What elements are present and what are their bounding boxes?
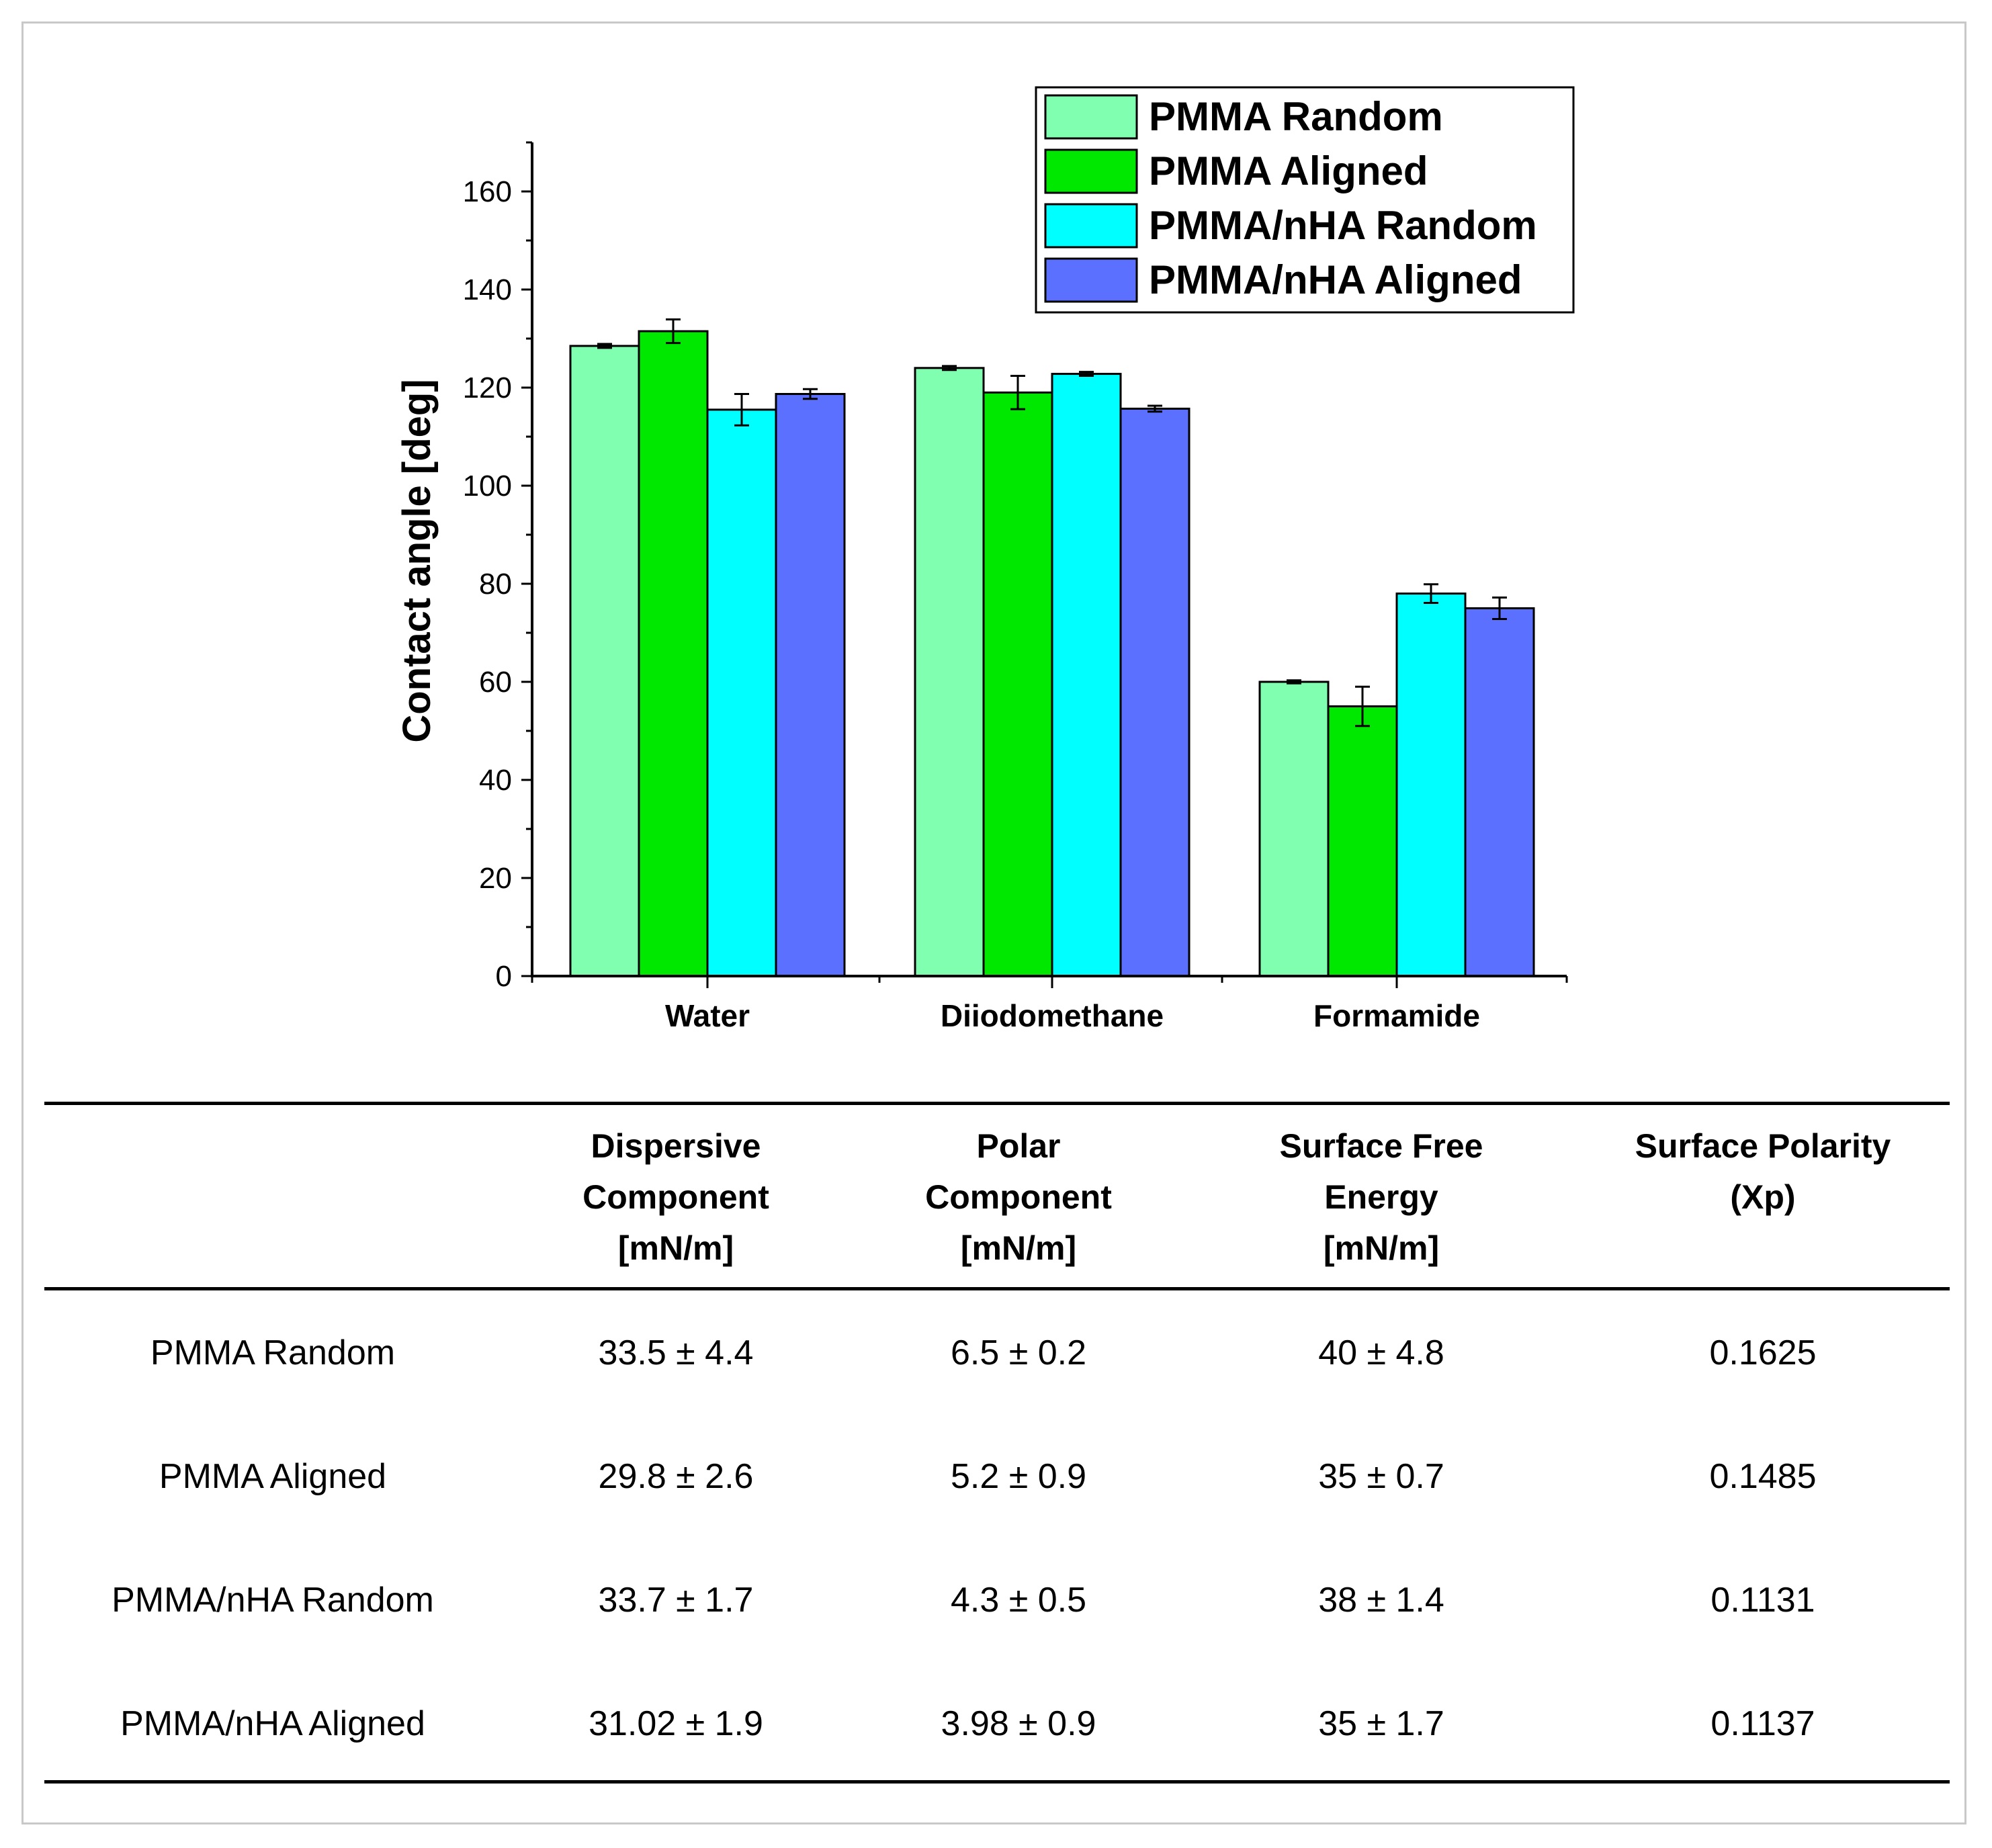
cell-sfe: 40 ± 4.8	[1318, 1333, 1444, 1372]
bars-layer	[569, 318, 1535, 977]
y-tick-label: 60	[479, 666, 512, 699]
header-dispersive: Dispersive Component [mN/m]	[501, 1102, 851, 1291]
x-tick-label: Water	[665, 998, 750, 1033]
cell-sfe: 38 ± 1.4	[1318, 1581, 1444, 1620]
table-row: PMMA/nHA Aligned 31.02 ± 1.9 3.98 ± 0.9 …	[44, 1662, 1950, 1786]
cell-sfe: 35 ± 0.7	[1318, 1457, 1444, 1496]
y-tick-label: 160	[463, 175, 512, 208]
bar-pmma-aligned-diiodomethane	[982, 391, 1053, 977]
row-label: PMMA Aligned	[159, 1457, 387, 1496]
table-row: PMMA Random 33.5 ± 4.4 6.5 ± 0.2 40 ± 4.…	[44, 1291, 1950, 1415]
y-tick-label: 80	[479, 568, 512, 601]
header-line: Dispersive	[591, 1127, 761, 1165]
bar-pmma-nha-aligned-water	[775, 392, 846, 977]
header-line: Surface Free	[1279, 1127, 1483, 1165]
header-line: [mN/m]	[617, 1229, 734, 1267]
legend-label: PMMA/nHA Aligned	[1149, 257, 1522, 302]
legend-swatch	[1044, 203, 1138, 249]
cell-dispersive: 33.5 ± 4.4	[598, 1333, 754, 1372]
legend: PMMA Random PMMA Aligned PMMA/nHA Random PM…	[1035, 86, 1575, 314]
legend-swatch	[1044, 94, 1138, 140]
bar-pmma-random-water	[569, 345, 640, 977]
table-header-rule	[44, 1287, 1950, 1290]
x-tick-label: Diiodomethane	[941, 998, 1164, 1033]
cell-polarity: 0.1625	[1709, 1333, 1817, 1372]
y-tick-label: 100	[463, 470, 512, 502]
header-line: [mN/m]	[1323, 1229, 1440, 1267]
header-empty	[44, 1102, 501, 1291]
table-top-rule	[44, 1102, 1950, 1105]
header-surface-polarity: Surface Polarity (Xp)	[1576, 1102, 1950, 1291]
bar-pmma-aligned-formamide	[1327, 705, 1398, 977]
y-tick-label: 20	[479, 862, 512, 895]
cell-dispersive: 33.7 ± 1.7	[598, 1581, 754, 1620]
cell-polarity: 0.1485	[1709, 1457, 1817, 1496]
table-header-row: Dispersive Component [mN/m] Polar Compon…	[44, 1102, 1950, 1291]
y-tick-label: 40	[479, 764, 512, 797]
header-line: Polar	[976, 1127, 1061, 1165]
cell-polar: 3.98 ± 0.9	[941, 1704, 1096, 1743]
table-row: PMMA/nHA Random 33.7 ± 1.7 4.3 ± 0.5 38 …	[44, 1538, 1950, 1662]
bar-pmma-random-diiodomethane	[914, 367, 985, 977]
table-bottom-rule	[44, 1780, 1950, 1784]
contact-angle-chart: 0 20 40 60 80 100 120 140 160 Water Diiodomethane F…	[395, 86, 1575, 1033]
cell-dispersive: 29.8 ± 2.6	[598, 1457, 754, 1496]
axes-layer: 0 20 40 60 80 100 120 140 160 Water Diiodomethane F…	[463, 141, 1568, 1033]
header-line: Surface Polarity	[1635, 1127, 1891, 1165]
bar-pmma-nha-random-diiodomethane	[1051, 373, 1122, 977]
cell-polar: 6.5 ± 0.2	[950, 1333, 1086, 1372]
cell-sfe: 35 ± 1.7	[1318, 1704, 1444, 1743]
bar-pmma-nha-aligned-formamide	[1464, 607, 1535, 977]
bar-pmma-nha-random-formamide	[1395, 592, 1467, 977]
legend-swatch	[1044, 148, 1138, 194]
y-tick-label: 120	[463, 371, 512, 404]
legend-label: PMMA/nHA Random	[1149, 203, 1537, 248]
cell-polarity: 0.1137	[1710, 1704, 1815, 1743]
cell-polar: 5.2 ± 0.9	[950, 1457, 1086, 1496]
header-line: (Xp)	[1730, 1178, 1796, 1216]
header-line: Component	[582, 1178, 769, 1216]
y-axis-label: Contact angle [deg]	[395, 379, 439, 742]
data-table: Dispersive Component [mN/m] Polar Compon…	[44, 1102, 1950, 1786]
bar-pmma-random-formamide	[1258, 680, 1330, 977]
table-row: PMMA Aligned 29.8 ± 2.6 5.2 ± 0.9 35 ± 0…	[44, 1415, 1950, 1538]
y-tick-label: 140	[463, 273, 512, 306]
legend-label: PMMA Random	[1149, 94, 1443, 139]
header-line: Component	[925, 1178, 1112, 1216]
header-surface-free-energy: Surface Free Energy [mN/m]	[1186, 1102, 1576, 1291]
cell-polarity: 0.1131	[1710, 1581, 1815, 1620]
bar-pmma-nha-random-water	[706, 408, 777, 977]
cell-polar: 4.3 ± 0.5	[950, 1581, 1086, 1620]
bar-pmma-aligned-water	[638, 330, 709, 977]
row-label: PMMA Random	[150, 1333, 396, 1372]
bar-pmma-nha-aligned-diiodomethane	[1119, 407, 1190, 977]
x-tick-label: Formamide	[1313, 998, 1480, 1033]
row-label: PMMA/nHA Aligned	[120, 1704, 425, 1743]
header-polar: Polar Component [mN/m]	[851, 1102, 1186, 1291]
cell-dispersive: 31.02 ± 1.9	[589, 1704, 763, 1743]
row-label: PMMA/nHA Random	[112, 1581, 434, 1620]
header-line: [mN/m]	[960, 1229, 1077, 1267]
y-tick-label: 0	[496, 960, 512, 993]
legend-label: PMMA Aligned	[1149, 148, 1428, 193]
legend-swatch	[1044, 257, 1138, 303]
header-line: Energy	[1324, 1178, 1438, 1216]
